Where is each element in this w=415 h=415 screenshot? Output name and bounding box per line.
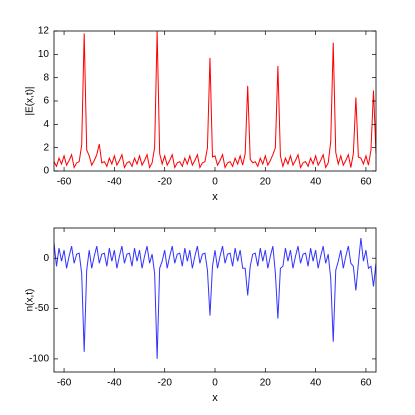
y-tick-label: 2: [43, 142, 49, 153]
x-tick-label: -40: [107, 378, 122, 389]
data-line: [54, 31, 376, 169]
y-tick-label: -50: [35, 303, 50, 314]
x-tick-label: -40: [107, 177, 122, 188]
x-tick-label: -20: [157, 378, 172, 389]
y-tick-label: 0: [43, 166, 49, 177]
x-tick-label: -60: [57, 378, 72, 389]
y-tick-label: 8: [43, 72, 49, 83]
x-tick-label: 40: [310, 177, 322, 188]
y-tick-label: 6: [43, 96, 49, 107]
x-tick-label: 0: [212, 177, 218, 188]
x-tick-label: 60: [360, 378, 372, 389]
y-tick-label: 0: [43, 253, 49, 264]
y-axis-label: |E(x,t)|: [25, 86, 36, 115]
y-tick-label: 10: [38, 49, 50, 60]
y-tick-label: -100: [29, 354, 49, 365]
plot-frame: [53, 227, 377, 373]
x-tick-label: -20: [157, 177, 172, 188]
x-tick-label: 60: [360, 177, 372, 188]
data-line: [54, 238, 376, 359]
x-tick-label: 0: [212, 378, 218, 389]
x-tick-label: 40: [310, 378, 322, 389]
y-tick-label: 12: [38, 26, 50, 37]
y-axis-label: n(x,t): [25, 289, 36, 312]
x-axis-label: x: [212, 191, 218, 203]
x-tick-label: 20: [260, 378, 272, 389]
x-tick-label: -60: [57, 177, 72, 188]
x-axis-label: x: [212, 392, 218, 404]
x-tick-label: 20: [260, 177, 272, 188]
plot-frame: [53, 30, 377, 172]
y-tick-label: 4: [43, 119, 49, 130]
